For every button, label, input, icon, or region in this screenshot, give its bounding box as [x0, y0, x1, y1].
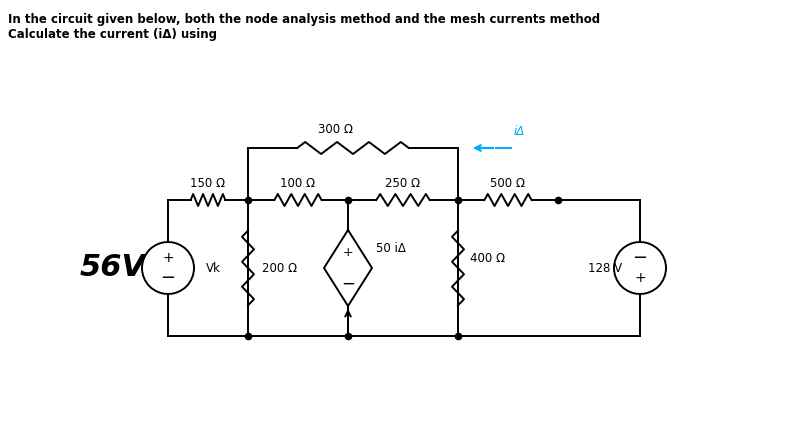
- Text: −: −: [161, 269, 175, 287]
- Text: 150 Ω: 150 Ω: [190, 177, 226, 190]
- Text: 50 iΔ: 50 iΔ: [376, 241, 406, 255]
- Text: 300 Ω: 300 Ω: [318, 123, 353, 136]
- Text: 56V: 56V: [80, 253, 146, 282]
- Text: 200 Ω: 200 Ω: [262, 262, 297, 274]
- Text: iΔ: iΔ: [514, 125, 526, 138]
- Text: +: +: [162, 251, 174, 265]
- Text: In the circuit given below, both the node analysis method and the mesh currents : In the circuit given below, both the nod…: [8, 13, 600, 26]
- Text: +: +: [634, 271, 646, 285]
- Text: Vk: Vk: [206, 262, 221, 274]
- Text: +: +: [342, 246, 354, 259]
- Text: 400 Ω: 400 Ω: [470, 252, 505, 265]
- Text: −: −: [633, 249, 647, 267]
- Text: 500 Ω: 500 Ω: [490, 177, 526, 190]
- Text: 250 Ω: 250 Ω: [386, 177, 421, 190]
- Text: −: −: [341, 275, 355, 293]
- Text: 100 Ω: 100 Ω: [281, 177, 315, 190]
- Text: Calculate the current (iΔ) using: Calculate the current (iΔ) using: [8, 28, 217, 41]
- Text: 128 V: 128 V: [588, 262, 622, 274]
